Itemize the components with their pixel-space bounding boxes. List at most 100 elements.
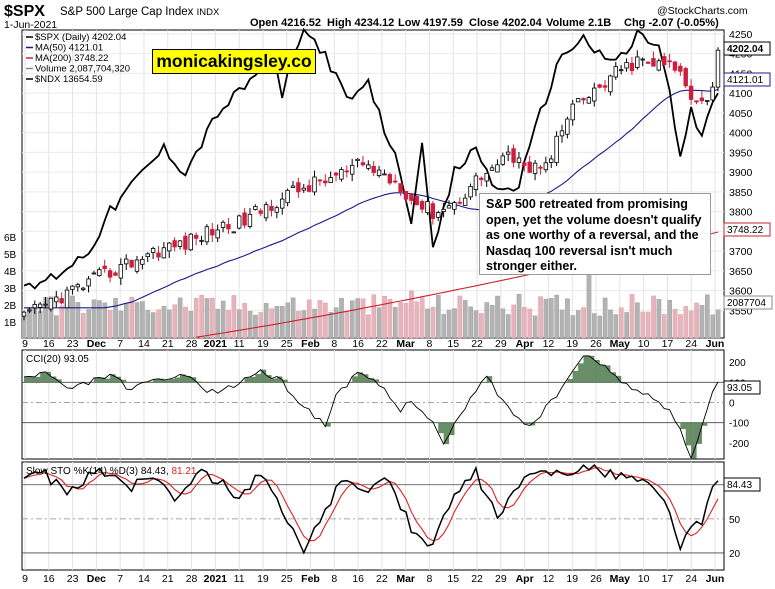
volume-bar	[355, 298, 360, 339]
volume-bar	[436, 294, 441, 339]
candle-body	[210, 229, 215, 236]
candle-body	[349, 164, 355, 175]
candle-body	[371, 165, 376, 173]
volume-bar	[559, 309, 565, 339]
volume-bar	[215, 308, 221, 339]
stochastic-series	[22, 464, 724, 555]
x-tick-label: 10	[638, 573, 650, 585]
open-value: Open 4216.52	[250, 17, 321, 29]
x-tick-label: 25	[281, 573, 293, 585]
x-tick-label: Dec	[87, 338, 106, 350]
volume-bar	[597, 315, 603, 339]
candle-body	[554, 135, 559, 163]
x-tick-label: 26	[590, 573, 602, 585]
x-tick-label: 10	[638, 338, 650, 350]
volume-y-tick: 2B	[4, 301, 17, 312]
candle-body	[688, 85, 694, 100]
volume-bar	[645, 311, 651, 339]
price-badge-box	[723, 41, 771, 56]
x-tick-label: 8	[331, 338, 337, 350]
candle-body	[602, 85, 608, 88]
volume-bar	[516, 293, 522, 339]
ma200-badge: 3748.22	[727, 225, 764, 236]
candle-body	[694, 100, 699, 103]
volume-bar	[107, 310, 113, 339]
candle-body	[608, 75, 613, 93]
volume-bar	[452, 308, 457, 339]
volume-bar	[199, 294, 204, 339]
x-tick-label: Feb	[301, 573, 320, 585]
candle-body	[624, 62, 629, 69]
candle-body	[199, 240, 204, 242]
x-tick-label: 19	[566, 338, 578, 350]
candle-body	[183, 235, 188, 250]
volume-bar	[710, 314, 716, 339]
candle-body	[441, 208, 446, 212]
candle-body	[204, 226, 210, 243]
volume-y-tick: 4B	[4, 267, 17, 278]
cci-y-tick: 0	[729, 398, 735, 409]
volume-bar	[672, 309, 678, 339]
candle-body	[32, 304, 37, 309]
volume-bar	[301, 310, 307, 339]
volume-bar	[489, 305, 495, 339]
volume-bar	[688, 310, 694, 339]
candle-body	[409, 194, 414, 201]
candle-body	[559, 130, 565, 137]
volume-bar	[543, 298, 549, 339]
volume-bar	[231, 295, 237, 339]
candle-body	[129, 259, 134, 268]
candle-body	[484, 172, 489, 182]
volume-bar	[678, 314, 683, 339]
volume-bar	[328, 312, 334, 339]
price-panel	[21, 29, 725, 339]
cci-title: CCI(20) 93.05	[26, 354, 89, 365]
candle-body	[301, 187, 306, 191]
x-tick-label: 22	[376, 573, 388, 585]
cci-line	[23, 355, 719, 460]
volume-bar	[102, 302, 108, 339]
x-tick-label: 22	[471, 573, 483, 585]
candle-body	[124, 258, 129, 265]
volume-bar	[479, 313, 484, 339]
volume-bar	[145, 309, 151, 339]
ma50-line	[24, 88, 719, 309]
ndx-overlay-line	[23, 27, 719, 290]
volume-bar	[236, 309, 242, 339]
volume-y-tick: 3B	[4, 284, 17, 295]
candle-body	[167, 242, 172, 252]
volume-bar	[263, 303, 269, 339]
volume-bar	[575, 310, 581, 339]
sto-k-line	[23, 464, 719, 555]
candle-body	[220, 221, 226, 228]
cci-y-tick: -200	[729, 439, 749, 450]
candle-body	[651, 58, 656, 67]
x-tick-label: May	[610, 338, 631, 350]
sto-badge: 84.43	[727, 480, 752, 491]
candle-body	[161, 247, 167, 259]
candle-body	[107, 270, 113, 278]
volume-bar	[129, 296, 134, 339]
candle-body	[80, 287, 86, 290]
symbol-description: S&P 500 Large Cap Index INDX	[60, 6, 220, 18]
candle-body	[21, 311, 27, 317]
volume-bar	[602, 297, 608, 339]
volume-bar	[333, 307, 339, 339]
candle-body	[635, 56, 640, 68]
cci-y-tick: -100	[729, 419, 749, 430]
candle-body	[102, 265, 107, 270]
volume-bar	[296, 311, 301, 339]
volume-bar	[366, 314, 371, 339]
volume-bar	[640, 311, 646, 339]
candle-body	[317, 179, 323, 182]
ma50-badge-box	[723, 72, 771, 87]
x-tick-label: 26	[590, 338, 602, 350]
brand: @StockCharts.com	[657, 5, 748, 17]
candle-body	[683, 68, 688, 87]
candle-body	[645, 61, 651, 64]
cci-fill	[24, 355, 724, 459]
volume-bar	[694, 302, 699, 339]
volume-bar	[161, 305, 167, 339]
candle-body	[618, 69, 624, 72]
